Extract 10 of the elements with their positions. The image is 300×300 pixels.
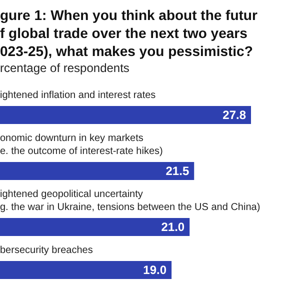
chart-title: gure 1: When you think about the futur f global trade over the next two years 023-25), what makes you pessimistic?	[0, 7, 258, 59]
y-tick-label: ightened inflation and interest rates	[0, 90, 156, 101]
y-tick-label: ightened geopolitical uncertainty g. the war in Ukraine, tensions between the US and China)	[0, 189, 260, 213]
data-label: 21.5	[166, 164, 190, 178]
y-tick-label: onomic downturn in key markets e. the outcome of interest-rate hikes)	[0, 133, 163, 157]
data-label: 19.0	[143, 263, 167, 277]
data-label: 27.8	[222, 108, 246, 122]
y-tick-label: bersecurity breaches	[0, 245, 93, 256]
chart-subtitle: rcentage of respondents	[0, 61, 130, 75]
data-label: 21.0	[161, 220, 185, 234]
